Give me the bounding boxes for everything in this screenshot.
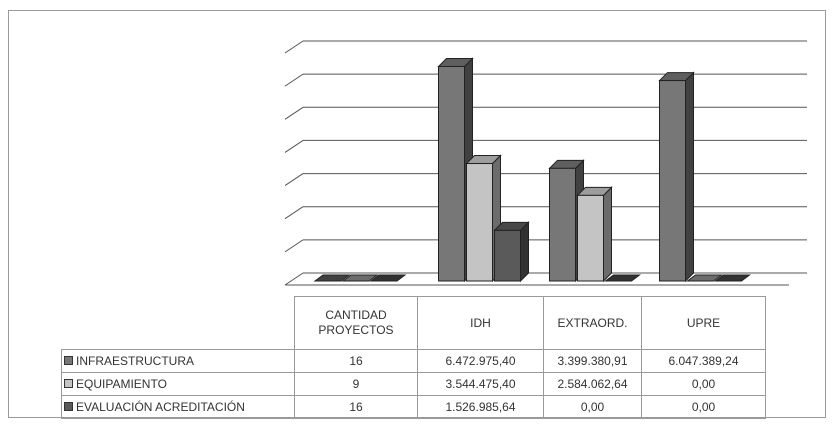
gridline-side bbox=[284, 140, 304, 153]
table-cell: 0,00 bbox=[641, 372, 766, 396]
table-header-row: CANTIDAD PROYECTOS IDH EXTRAORD. UPRE bbox=[61, 296, 766, 350]
gridline-side bbox=[284, 106, 304, 120]
legend-entry-infraestructura: INFRAESTRUCTURA bbox=[61, 349, 295, 373]
gridline-side bbox=[284, 206, 304, 220]
bar-equipamiento-1 bbox=[466, 163, 493, 282]
table-cell: 0,00 bbox=[641, 395, 766, 419]
chart-plot-area bbox=[284, 40, 807, 286]
header-upre: UPRE bbox=[641, 296, 766, 350]
legend-swatch-infraestructura bbox=[64, 356, 73, 366]
table-cell: 2.584.062,64 bbox=[543, 372, 642, 396]
row-label: EVALUACIÓN ACREDITACIÓN bbox=[76, 400, 245, 414]
bar-equipamiento-2 bbox=[577, 194, 604, 282]
bar-equipamiento-2-side bbox=[603, 186, 612, 283]
table-cell: 9 bbox=[294, 372, 418, 396]
legend-swatch-evaluacion bbox=[64, 402, 73, 412]
table-cell: 6.472.975,40 bbox=[417, 349, 544, 373]
gridline-side bbox=[284, 40, 304, 54]
table-cell: 3.399.380,91 bbox=[543, 349, 642, 373]
bar-evaluaci-n-acreditaci-n-0 bbox=[369, 274, 407, 282]
bar-infraestructura-1 bbox=[438, 65, 465, 282]
table-cell: 16 bbox=[294, 395, 418, 419]
legend-entry-evaluacion-acreditacion: EVALUACIÓN ACREDITACIÓN bbox=[61, 395, 295, 419]
bar-evaluaci-n-acreditaci-n-2 bbox=[604, 274, 641, 282]
row-label: EQUIPAMIENTO bbox=[76, 377, 167, 391]
chart-frame: CANTIDAD PROYECTOS IDH EXTRAORD. UPRE INF… bbox=[8, 10, 826, 419]
bar-evaluaci-n-acreditaci-n-1 bbox=[494, 229, 521, 282]
table-row-infraestructura: INFRAESTRUCTURA 16 6.472.975,40 3.399.38… bbox=[61, 349, 766, 373]
bar-evaluaci-n-acreditaci-n-3 bbox=[714, 274, 751, 282]
table-row-evaluacion-acreditacion: EVALUACIÓN ACREDITACIÓN 16 1.526.985,64 … bbox=[61, 395, 766, 419]
header-idh: IDH bbox=[417, 296, 544, 350]
gridline-side bbox=[284, 173, 304, 186]
gridline-side bbox=[284, 73, 304, 87]
bar-infraestructura-2 bbox=[549, 167, 576, 282]
bar-infraestructura-3-side bbox=[685, 71, 694, 283]
table-cell: 3.544.475,40 bbox=[417, 372, 544, 396]
table-cell: 1.526.985,64 bbox=[417, 395, 544, 419]
table-row-equipamiento: EQUIPAMIENTO 9 3.544.475,40 2.584.062,64… bbox=[61, 372, 766, 396]
table-corner bbox=[61, 296, 295, 350]
bar-evaluaci-n-acreditaci-n-1-side bbox=[520, 221, 529, 283]
table-cell: 0,00 bbox=[543, 395, 642, 419]
legend-swatch-equipamiento bbox=[64, 379, 73, 389]
bar-equipamiento-0 bbox=[341, 274, 379, 282]
gridline-side bbox=[284, 272, 304, 286]
table-cell: 16 bbox=[294, 349, 418, 373]
header-extraord: EXTRAORD. bbox=[543, 296, 642, 350]
data-table: CANTIDAD PROYECTOS IDH EXTRAORD. UPRE INF… bbox=[61, 296, 766, 419]
header-cantidad-proyectos: CANTIDAD PROYECTOS bbox=[294, 296, 418, 350]
gridline-side bbox=[284, 239, 304, 253]
table-cell: 6.047.389,24 bbox=[641, 349, 766, 373]
bar-equipamiento-3 bbox=[686, 274, 723, 282]
bar-infraestructura-0 bbox=[313, 274, 351, 282]
row-label: INFRAESTRUCTURA bbox=[76, 354, 195, 368]
legend-entry-equipamiento: EQUIPAMIENTO bbox=[61, 372, 295, 396]
bar-infraestructura-3 bbox=[659, 80, 686, 282]
